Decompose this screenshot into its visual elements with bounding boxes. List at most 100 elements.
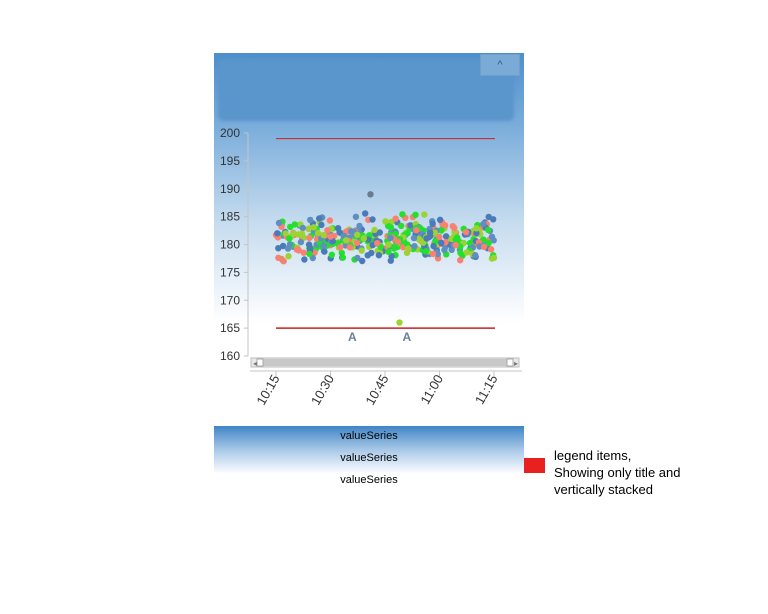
data-point (390, 245, 398, 252)
data-point (485, 213, 492, 221)
data-point (279, 242, 287, 250)
data-point (369, 216, 376, 223)
y-tick-label: 195 (220, 154, 240, 168)
data-point (473, 225, 480, 232)
data-point (392, 215, 399, 222)
data-point (436, 233, 443, 241)
data-point (353, 239, 361, 246)
data-point (432, 238, 439, 245)
data-point (451, 224, 458, 232)
annotation-line: vertically stacked (554, 482, 653, 497)
data-point (462, 229, 470, 236)
data-point (429, 220, 436, 227)
x-tick-label: 10:15 (253, 372, 282, 408)
data-point (430, 243, 437, 250)
y-tick-label: 165 (220, 321, 240, 335)
data-point (359, 257, 366, 265)
y-tick-label: 200 (220, 126, 240, 140)
x-tick-label: 11:15 (472, 372, 501, 407)
data-point (305, 225, 313, 232)
data-point (354, 254, 361, 262)
data-point (473, 229, 480, 237)
data-point (297, 238, 305, 246)
data-point (360, 235, 367, 242)
data-point (448, 246, 455, 253)
data-point (334, 225, 342, 232)
data-point (298, 230, 306, 237)
data-point (285, 253, 292, 260)
y-tick-label: 190 (220, 182, 240, 196)
data-point (342, 237, 350, 244)
data-point (352, 213, 360, 220)
scroll-left-icon: ◂ (253, 359, 257, 368)
data-point (354, 231, 361, 238)
data-point (275, 254, 282, 261)
annotation-line: Showing only title and (554, 465, 681, 480)
data-point (407, 222, 414, 229)
data-point (310, 224, 317, 231)
data-point (452, 241, 459, 249)
data-point (429, 250, 437, 258)
x-tick-label: 10:45 (362, 372, 391, 408)
event-marker: A (402, 330, 411, 344)
data-point (412, 211, 419, 218)
data-point (324, 227, 331, 234)
data-point (405, 245, 412, 252)
legend-item[interactable]: valueSeries (340, 452, 398, 464)
data-point (321, 248, 328, 255)
x-axis-area (214, 370, 524, 426)
data-point (326, 217, 334, 224)
data-point (274, 230, 281, 237)
data-point (398, 222, 405, 230)
data-point (385, 241, 392, 248)
data-point (488, 233, 496, 240)
data-point (358, 247, 365, 254)
data-point (454, 234, 461, 241)
data-point (476, 243, 483, 250)
data-point (280, 258, 287, 265)
data-point (431, 229, 438, 236)
data-point (339, 254, 347, 261)
data-point (362, 210, 369, 217)
legend: valueSeries valueSeries valueSeries (214, 426, 524, 498)
data-point (472, 252, 479, 259)
data-point (367, 191, 374, 198)
data-point (438, 239, 445, 247)
annotation-line: legend items, (554, 448, 632, 463)
data-point (314, 229, 322, 237)
data-point (436, 216, 444, 223)
data-point (282, 230, 289, 237)
data-point (337, 244, 344, 251)
data-point (485, 240, 492, 247)
data-point (411, 243, 418, 250)
legend-item[interactable]: valueSeries (340, 474, 398, 486)
scrollbar-handle-left[interactable] (256, 358, 264, 367)
legend-item[interactable]: valueSeries (340, 430, 398, 442)
event-marker: A (348, 330, 357, 344)
data-point (284, 245, 292, 252)
data-point (413, 227, 420, 234)
y-tick-label: 180 (220, 238, 240, 252)
data-point (299, 224, 306, 232)
data-point (441, 246, 448, 254)
data-point (457, 257, 464, 264)
y-tick-label: 160 (220, 349, 240, 363)
data-point (438, 226, 445, 234)
data-point (356, 222, 363, 230)
data-point (382, 218, 389, 225)
data-point (364, 252, 371, 259)
x-tick-label: 10:30 (308, 372, 337, 408)
data-point (463, 249, 470, 256)
scrollbar-thumb[interactable] (258, 359, 512, 366)
scrollbar-handle-right[interactable] (506, 358, 514, 367)
data-point (307, 216, 314, 224)
data-point (480, 243, 488, 251)
data-point (480, 220, 487, 228)
data-point (485, 226, 492, 234)
collapse-button[interactable]: ^ (480, 54, 520, 76)
data-point (306, 250, 313, 258)
data-point (490, 254, 498, 261)
data-point (316, 215, 323, 222)
data-point (328, 251, 335, 258)
